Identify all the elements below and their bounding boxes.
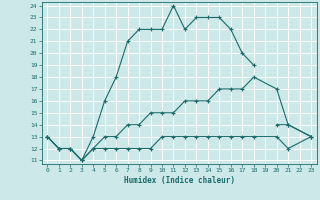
X-axis label: Humidex (Indice chaleur): Humidex (Indice chaleur)	[124, 176, 235, 185]
